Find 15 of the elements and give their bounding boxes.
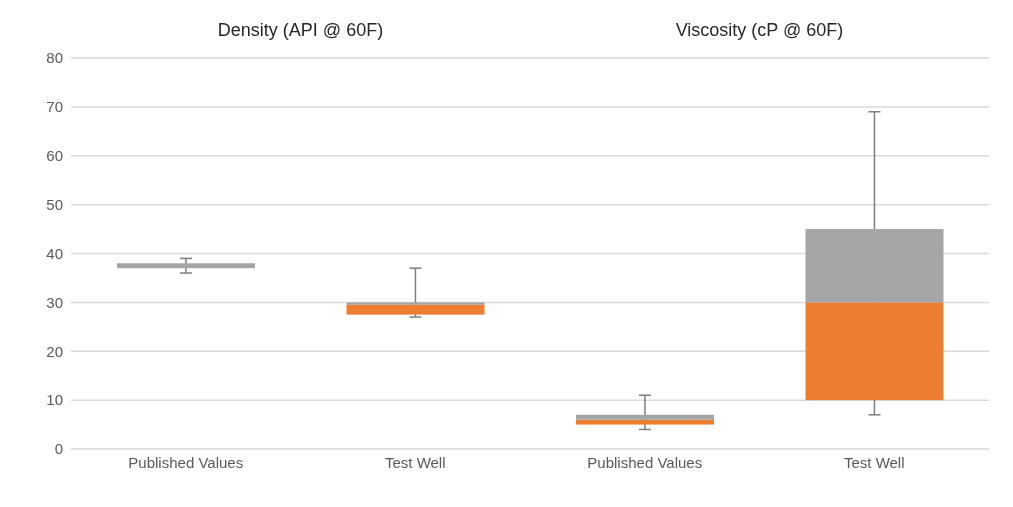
y-tick-label: 10 <box>46 391 63 409</box>
text: Density (API @ 60F) <box>216 20 385 41</box>
y-tick-label: 50 <box>46 195 63 213</box>
text: Viscosity (cP @ 60F) <box>674 20 845 41</box>
y-tick-label: 20 <box>46 342 63 360</box>
y-tick-label: 0 <box>54 440 63 458</box>
y-tick-label: 80 <box>46 49 63 67</box>
x-tick-label: Test Well <box>843 453 905 471</box>
x-tick-label: Test Well <box>384 453 446 471</box>
y-tick-label: 70 <box>46 98 63 116</box>
y-tick-label: 30 <box>46 293 63 311</box>
x-tick-label: Published Values <box>128 453 244 471</box>
x-tick-label: Published Values <box>587 453 703 471</box>
y-tick-label: 60 <box>46 147 63 165</box>
y-tick-label: 40 <box>46 244 63 262</box>
